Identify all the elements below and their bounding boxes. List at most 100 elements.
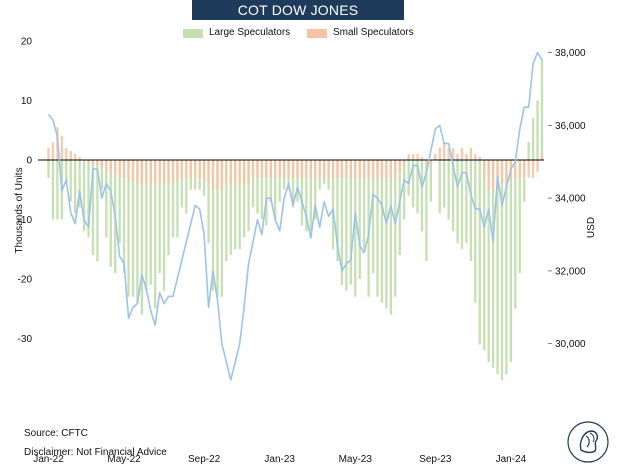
bar-small-speculators: [269, 159, 272, 178]
bar-large-speculators: [247, 159, 250, 232]
bar-small-speculators: [349, 159, 352, 178]
bar-large-speculators: [474, 159, 477, 303]
bar-large-speculators: [162, 159, 166, 291]
bar-small-speculators: [207, 159, 210, 184]
bar-large-speculators: [122, 159, 126, 273]
bar-large-speculators: [185, 159, 188, 214]
bar-small-speculators: [69, 151, 72, 160]
bar-small-speculators: [100, 159, 103, 169]
bar-small-speculators: [51, 142, 55, 160]
bar-small-speculators: [158, 159, 161, 184]
bar-large-speculators: [234, 159, 237, 250]
bar-small-speculators: [460, 148, 464, 160]
bar-small-speculators: [434, 154, 437, 160]
bar-small-speculators: [531, 159, 535, 178]
bar-small-speculators: [420, 156, 424, 160]
bar-small-speculators: [136, 159, 139, 184]
bar-large-speculators: [358, 159, 361, 279]
bar-small-speculators: [318, 159, 321, 178]
bar-small-speculators: [447, 148, 450, 160]
bar-small-speculators: [385, 159, 388, 178]
bar-small-speculators: [145, 159, 148, 184]
y-tick-label: 20: [21, 37, 33, 48]
bar-large-speculators: [291, 159, 295, 208]
x-tick-label: Jan-24: [496, 454, 527, 465]
bar-large-speculators: [305, 159, 308, 232]
bar-small-speculators: [127, 159, 130, 181]
x-tick-label: Sep-22: [188, 454, 221, 465]
bar-small-speculators: [403, 159, 406, 166]
bar-small-speculators: [122, 159, 126, 178]
bar-small-speculators: [429, 159, 432, 166]
y-tick-label: -30: [18, 334, 33, 345]
bar-small-speculators: [540, 154, 544, 160]
bar-small-speculators: [425, 159, 428, 163]
bar-large-speculators: [145, 159, 148, 291]
bar-small-speculators: [474, 154, 477, 160]
bar-small-speculators: [167, 159, 170, 184]
bar-small-speculators: [398, 159, 401, 172]
bar-small-speculators: [65, 148, 68, 160]
bar-small-speculators: [47, 148, 50, 160]
bar-large-speculators: [229, 159, 232, 256]
bar-large-speculators: [496, 159, 499, 375]
bar-large-speculators: [380, 159, 384, 303]
bar-small-speculators: [371, 159, 375, 178]
bar-small-speculators: [131, 159, 135, 181]
bar-large-speculators: [100, 159, 103, 190]
bar-small-speculators: [162, 159, 166, 184]
bar-small-speculators: [376, 159, 379, 178]
bar-small-speculators: [78, 156, 81, 160]
bar-large-speculators: [211, 159, 215, 291]
y2-tick-label: 38,000: [555, 48, 586, 59]
bar-small-speculators: [331, 159, 335, 178]
x-tick-label: May-22: [107, 454, 141, 465]
bar-large-speculators: [398, 159, 401, 256]
bar-small-speculators: [407, 154, 410, 160]
bar-small-speculators: [505, 159, 508, 184]
bar-large-speculators: [87, 159, 90, 238]
bar-large-speculators: [216, 159, 219, 297]
bar-large-speculators: [82, 159, 86, 232]
bar-large-speculators: [429, 159, 432, 202]
bar-small-speculators: [456, 154, 459, 160]
bar-small-speculators: [229, 159, 232, 184]
bar-small-speculators: [91, 159, 95, 166]
bar-small-speculators: [105, 159, 108, 172]
bar-large-speculators: [389, 159, 392, 315]
bar-small-speculators: [314, 159, 317, 178]
bar-large-speculators: [443, 159, 446, 208]
bar-small-speculators: [500, 159, 504, 184]
bar-large-speculators: [403, 159, 406, 220]
bar-large-speculators: [74, 159, 77, 214]
bar-small-speculators: [118, 159, 121, 178]
bar-large-speculators: [518, 159, 521, 273]
bar-small-speculators: [438, 148, 441, 160]
bar-small-speculators: [465, 154, 468, 160]
bar-large-speculators: [136, 159, 139, 303]
bar-large-speculators: [478, 159, 481, 345]
bar-small-speculators: [242, 159, 246, 184]
bar-small-speculators: [336, 159, 339, 178]
legend-swatch-large: [183, 28, 203, 38]
bar-small-speculators: [274, 159, 277, 178]
bar-large-speculators: [500, 159, 504, 380]
bar-large-speculators: [225, 159, 228, 262]
bar-small-speculators: [234, 159, 237, 184]
bar-large-speculators: [140, 159, 144, 315]
bar-small-speculators: [189, 159, 192, 178]
bar-small-speculators: [87, 159, 90, 163]
bar-large-speculators: [118, 159, 121, 244]
bar-large-speculators: [78, 159, 81, 208]
bar-small-speculators: [260, 159, 264, 178]
bar-small-speculators: [278, 159, 281, 178]
bar-large-speculators: [465, 159, 468, 244]
bar-large-speculators: [451, 159, 455, 232]
bar-large-speculators: [385, 159, 388, 309]
bar-large-speculators: [420, 159, 424, 232]
bar-large-speculators: [416, 159, 419, 214]
bar-large-speculators: [149, 159, 152, 285]
x-tick-label: Sep-23: [419, 454, 452, 465]
bar-large-speculators: [256, 159, 259, 214]
